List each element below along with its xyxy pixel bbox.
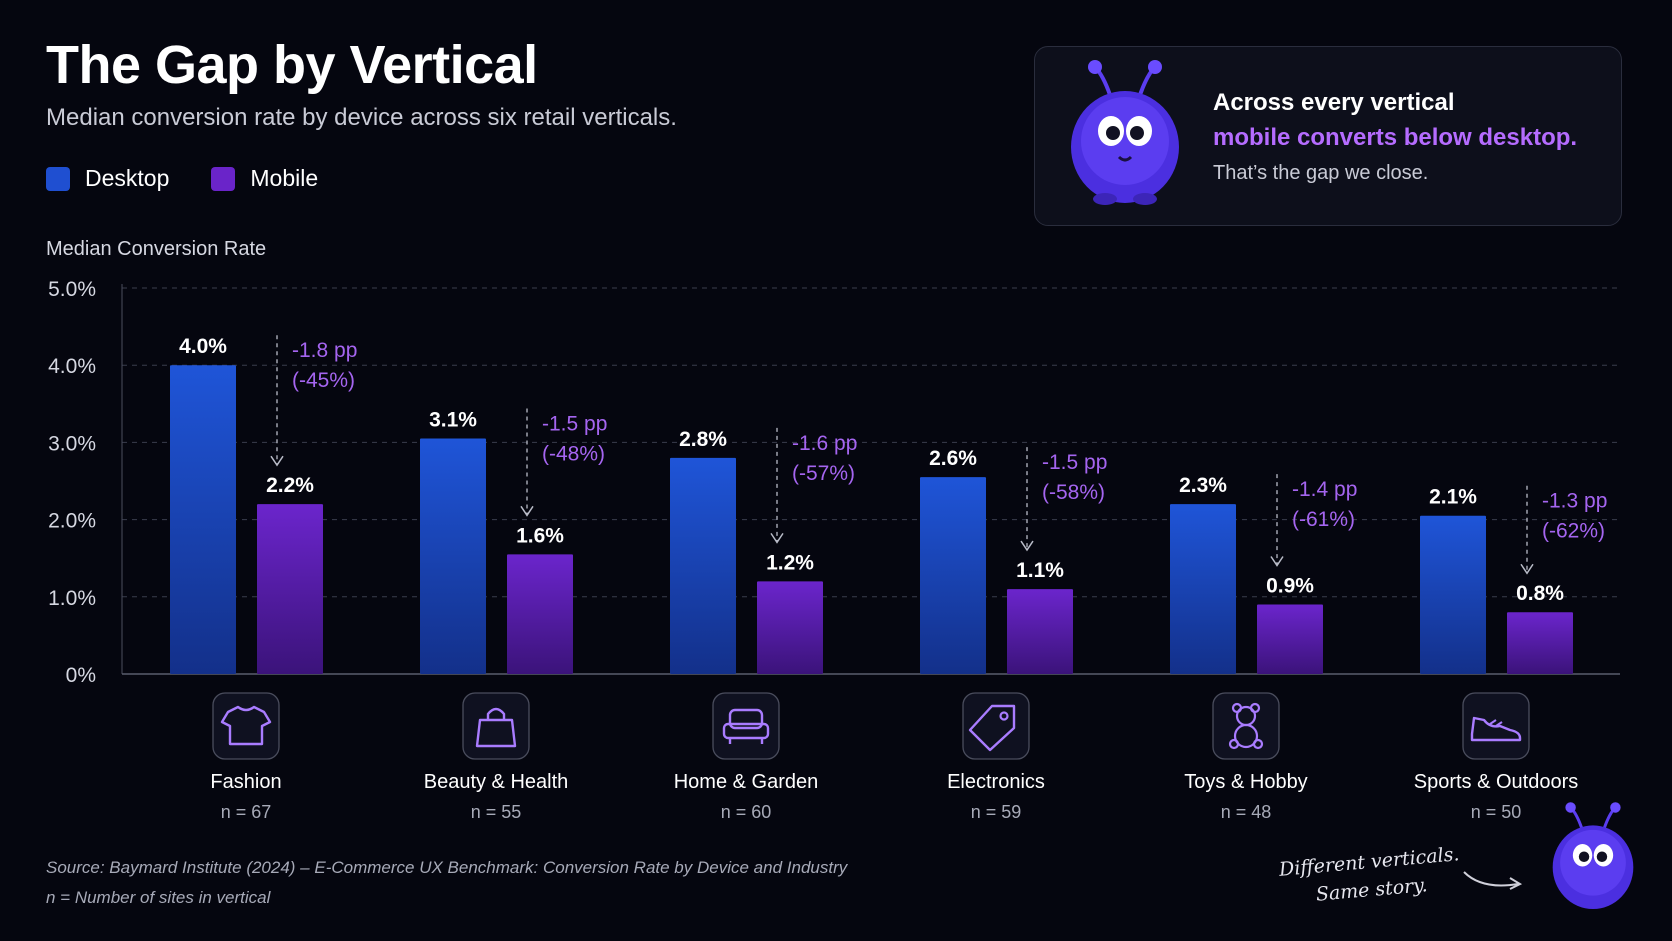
icon-tile [462, 692, 530, 760]
x-category-label: Beauty & Health [424, 771, 569, 793]
sample-size-label: n = 60 [721, 802, 772, 822]
gap-label: -1.4 pp [1292, 478, 1357, 501]
gap-percent-label: (-57%) [792, 462, 855, 485]
bar-mobile [1507, 612, 1573, 674]
data-label-desktop: 2.8% [679, 428, 727, 451]
gap-arrow-head [770, 532, 784, 544]
data-label-mobile: 1.1% [1016, 559, 1064, 582]
gap-arrow-head [1270, 556, 1284, 567]
gap-percent-label: (-62%) [1542, 520, 1605, 543]
sample-size-label: n = 55 [471, 802, 522, 822]
tag-icon [968, 704, 1016, 752]
armchair-icon [722, 708, 770, 744]
x-category-label: Sports & Outdoors [1414, 771, 1579, 793]
data-label-desktop: 4.0% [179, 335, 227, 358]
data-label-mobile: 0.8% [1516, 582, 1564, 605]
sample-size-note: n = Number of sites in vertical [46, 888, 271, 907]
gap-label: -1.6 pp [792, 432, 857, 455]
legend-label-mobile: Mobile [250, 165, 319, 191]
y-tick-label: 3.0% [48, 432, 96, 455]
data-label-mobile: 0.9% [1266, 575, 1314, 598]
data-label-desktop: 2.3% [1179, 474, 1227, 497]
bar-desktop [670, 457, 736, 674]
y-tick-label: 0% [66, 664, 96, 687]
source-note: Source: Baymard Institute (2024) – E-Com… [46, 858, 848, 877]
bar-desktop [1420, 515, 1486, 674]
y-tick-label: 4.0% [48, 355, 96, 378]
sample-size-label: n = 67 [221, 802, 272, 822]
data-label-desktop: 2.6% [929, 447, 977, 470]
legend-swatch-mobile [211, 166, 236, 191]
bar-mobile [507, 554, 573, 674]
data-label-mobile: 1.2% [766, 551, 814, 574]
gap-label: -1.5 pp [542, 413, 607, 436]
gap-arrow-head [270, 455, 284, 467]
page-subtitle: Median conversion rate by device across … [46, 104, 677, 131]
y-axis-title: Median Conversion Rate [46, 238, 267, 260]
callout-line-2: mobile converts below desktop. [1213, 124, 1578, 151]
gap-percent-label: (-58%) [1042, 481, 1105, 504]
icon-tile [212, 692, 280, 760]
gap-percent-label: (-61%) [1292, 508, 1355, 531]
legend-swatch-desktop [46, 166, 70, 191]
bar-mobile [1257, 604, 1323, 674]
data-label-mobile: 1.6% [516, 524, 564, 547]
gap-arrow-head [1020, 540, 1034, 552]
chart-legend: Desktop Mobile [46, 165, 318, 192]
arrow-icon [1463, 871, 1523, 890]
y-tick-label: 5.0% [48, 278, 96, 301]
bar-mobile [757, 581, 823, 674]
gap-arrow-head [1520, 563, 1534, 575]
mascot-small-icon [1552, 802, 1634, 910]
gap-label: -1.8 pp [292, 339, 357, 362]
sample-size-label: n = 50 [1471, 802, 1522, 822]
sneaker-icon [1470, 716, 1522, 742]
bar-desktop [420, 438, 486, 674]
bar-mobile [257, 504, 323, 674]
bar-desktop [920, 477, 986, 674]
teddy-bear-icon [1228, 702, 1264, 750]
data-label-desktop: 2.1% [1429, 486, 1477, 509]
callout-card: Across every vertical mobile converts be… [1034, 46, 1622, 226]
x-category-label: Electronics [947, 771, 1045, 793]
callout-line-1: Across every vertical [1213, 89, 1455, 116]
gap-label: -1.3 pp [1542, 490, 1607, 513]
shopping-bag-icon [475, 707, 517, 748]
page-title: The Gap by Vertical [46, 35, 538, 95]
legend-item-desktop: Desktop [46, 165, 169, 192]
bar-desktop [170, 365, 236, 674]
x-category-label: Toys & Hobby [1184, 771, 1307, 793]
gap-percent-label: (-45%) [292, 369, 355, 392]
x-category-label: Fashion [210, 771, 281, 793]
data-label-desktop: 3.1% [429, 409, 477, 432]
x-category-label: Home & Garden [674, 771, 819, 793]
gap-label: -1.5 pp [1042, 451, 1107, 474]
y-tick-label: 2.0% [48, 510, 96, 533]
gap-arrow-head [520, 505, 534, 517]
bar-desktop [1170, 504, 1236, 674]
legend-label-desktop: Desktop [85, 165, 170, 191]
tshirt-icon [220, 705, 272, 746]
y-tick-label: 1.0% [48, 587, 96, 610]
bar-mobile [1007, 589, 1073, 674]
sample-size-label: n = 59 [971, 802, 1022, 822]
icon-tile [962, 692, 1030, 760]
data-label-mobile: 2.2% [266, 474, 314, 497]
legend-item-mobile: Mobile [211, 165, 318, 192]
mascot-icon [1071, 60, 1179, 205]
gap-percent-label: (-48%) [542, 443, 605, 466]
callout-line-3: That’s the gap we close. [1213, 162, 1429, 184]
sample-size-label: n = 48 [1221, 802, 1272, 822]
icon-tile [712, 692, 780, 760]
